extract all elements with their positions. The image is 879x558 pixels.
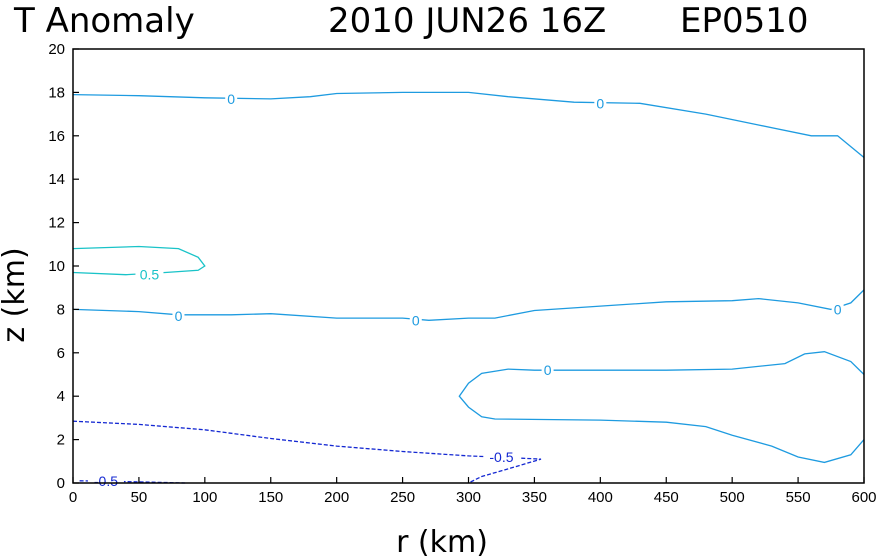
axes: 0 50 100 150 200 250 300 350 400 450 500 550 6000246… xyxy=(48,41,876,506)
contour-label-mask xyxy=(135,266,164,282)
contour-line-4 xyxy=(458,351,865,464)
contour-layer: 0 0 0.5 0 0 0 0 -0.5 -0.5 xyxy=(72,90,865,489)
x-tick-label: 100 xyxy=(192,489,217,506)
y-tick-label: 8 xyxy=(57,301,65,318)
y-tick-label: 4 xyxy=(57,388,65,405)
x-tick-label: 400 xyxy=(588,489,613,506)
x-tick-label: 450 xyxy=(654,489,679,506)
x-tick-label: 550 xyxy=(786,489,811,506)
y-tick-label: 2 xyxy=(57,432,65,449)
contour-label: 0 xyxy=(596,95,604,111)
x-axis-label: r (km) xyxy=(396,525,488,558)
x-tick-label: 500 xyxy=(720,489,745,506)
contour-line-1 xyxy=(72,91,865,159)
contour-line-5 xyxy=(72,420,542,484)
chart-datetime: 2010 JUN26 16Z xyxy=(328,1,606,41)
contour-label-mask xyxy=(87,472,124,488)
chart-storm-id: EP0510 xyxy=(680,1,809,41)
y-tick-label: 0 xyxy=(57,475,65,492)
x-tick-label: 600 xyxy=(851,489,876,506)
contour-label: 0 xyxy=(834,301,842,317)
contour-label: 0.5 xyxy=(140,267,160,283)
y-tick-label: 20 xyxy=(48,41,65,58)
contour-label-mask xyxy=(831,301,844,317)
contour-label: -0.5 xyxy=(489,449,513,465)
x-tick-label: 50 xyxy=(131,489,148,506)
y-tick-label: 6 xyxy=(57,345,65,362)
contour-label-mask xyxy=(541,362,554,378)
x-tick-label: 350 xyxy=(522,489,547,506)
y-tick-label: 16 xyxy=(48,128,65,145)
x-tick-label: 200 xyxy=(324,489,349,506)
contour-label-mask xyxy=(594,95,607,111)
contour-label: 0 xyxy=(412,312,420,328)
y-tick-label: 10 xyxy=(48,258,65,275)
contour-label: 0 xyxy=(227,91,235,107)
y-tick-label: 14 xyxy=(48,171,65,188)
x-tick-label: 150 xyxy=(258,489,283,506)
y-tick-label: 18 xyxy=(48,84,65,101)
contour-label-mask xyxy=(483,448,520,464)
y-tick-label: 12 xyxy=(48,215,65,232)
contour-label: 0 xyxy=(544,362,552,378)
contour-label: 0 xyxy=(175,308,183,324)
contour-line-3 xyxy=(72,289,865,321)
y-axis-label: z (km) xyxy=(0,247,32,342)
plot-frame xyxy=(72,48,865,484)
chart-title: T Anomaly xyxy=(13,1,195,41)
x-tick-label: 0 xyxy=(69,489,77,506)
x-tick-label: 300 xyxy=(456,489,481,506)
contour-label: -0.5 xyxy=(94,473,118,489)
contour-label-mask xyxy=(172,307,185,323)
contour-label-mask xyxy=(225,90,238,106)
x-tick-label: 250 xyxy=(390,489,415,506)
contour-label-mask xyxy=(409,312,422,328)
